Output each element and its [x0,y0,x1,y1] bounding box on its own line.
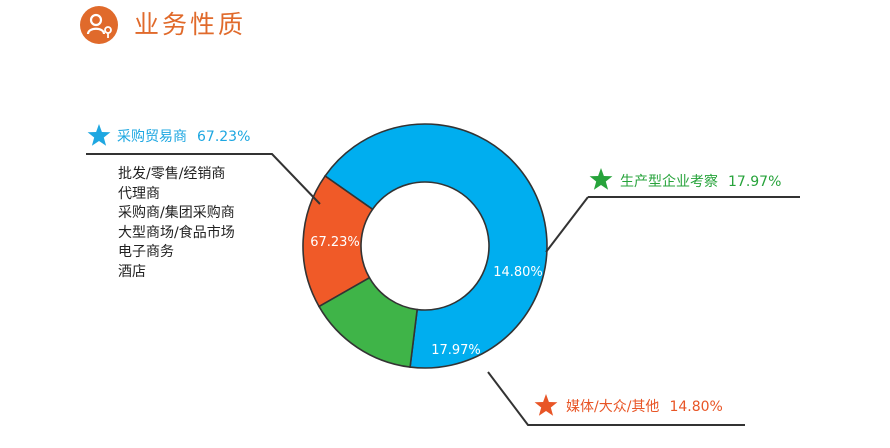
star-icon [87,124,111,146]
sub-category-item: 采购商/集团采购商 [118,205,235,221]
person-key-icon [80,6,118,44]
sub-category-item: 电子商务 [118,244,174,260]
legend-category-name-0: 采购贸易商 [117,129,187,145]
sub-category-item: 大型商场/食品市场 [118,224,235,241]
slice-value-label-0: 67.23% [310,235,360,250]
slice-value-label-1: 14.80% [493,265,543,280]
sub-category-item: 酒店 [118,263,146,280]
legend-category-value-1: 17.97% [728,174,781,190]
legend-category-value-2: 14.80% [669,399,722,415]
leader-line-connector-1 [545,196,589,253]
slice-2 [302,174,374,308]
slices-layer [302,123,548,369]
legend-category-value-0: 67.23% [197,129,250,145]
leader-lines-layer: 采购贸易商 67.23% 生产型企业考察 17.97% 媒体/大众/其他 14.80% [86,124,800,426]
page-title: 业务性质 [134,10,247,39]
legend-category-1: 生产型企业考察 17.97% [620,173,781,190]
slice-value-label-2: 17.97% [431,343,481,358]
leader-line-2 [487,371,745,426]
legend-category-name-1: 生产型企业考察 [620,173,718,190]
sub-category-item: 代理商 [118,185,160,202]
leader-line-0 [86,153,321,205]
sub-category-item: 批发/零售/经销商 [118,166,226,182]
star-icon [534,394,558,416]
legend-category-name-2: 媒体/大众/其他 [566,399,659,415]
slice-0 [323,123,548,369]
labels-layer: 67.23% 14.80% 17.97% [310,235,543,358]
star-icon [589,168,613,190]
sub-category-list: 批发/零售/经销商 代理商采购商/集团采购商 大型商场/食品市场 电子商务酒店 [118,165,235,282]
legend-category-0: 采购贸易商 67.23% [117,129,250,145]
legend-category-2: 媒体/大众/其他 14.80% [566,399,723,415]
